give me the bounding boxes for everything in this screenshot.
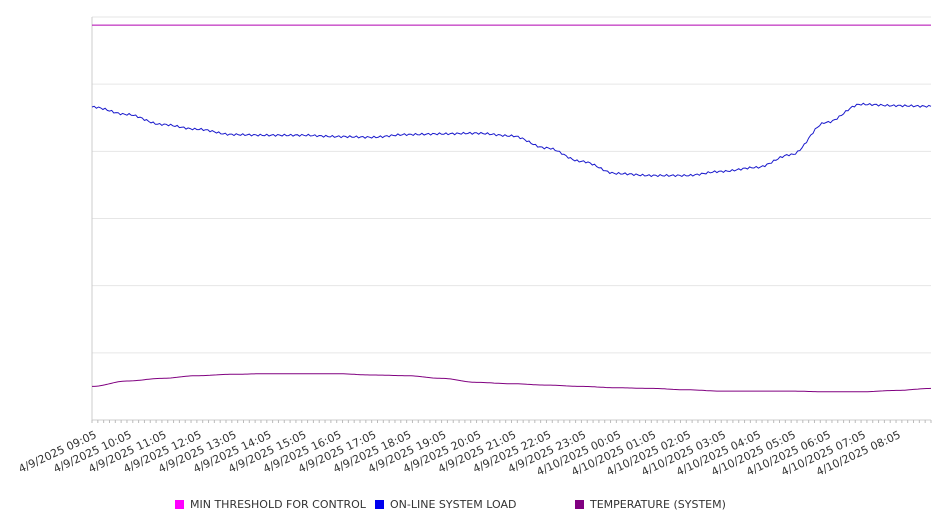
legend-item-temperature-system[interactable]: TEMPERATURE (SYSTEM) [575,498,726,511]
legend: MIN THRESHOLD FOR CONTROL ON-LINE SYSTEM… [0,498,946,514]
legend-item-min-threshold[interactable]: MIN THRESHOLD FOR CONTROL [175,498,366,511]
series-line-temperature-system [92,373,932,393]
series-line-online-system-load [91,102,932,178]
x-tick-labels: 4/9/2025 09:054/9/2025 10:054/9/2025 11:… [16,428,902,478]
legend-swatch-online-system-load [375,500,384,509]
axes [91,17,932,423]
legend-swatch-min-threshold [175,500,184,509]
series-lines [91,24,932,393]
gridlines [92,16,931,354]
legend-label-min-threshold: MIN THRESHOLD FOR CONTROL [190,498,366,511]
legend-swatch-temperature-system [575,500,584,509]
legend-item-online-system-load[interactable]: ON-LINE SYSTEM LOAD [375,498,516,511]
legend-label-online-system-load: ON-LINE SYSTEM LOAD [390,498,517,511]
legend-label-temperature-system: TEMPERATURE (SYSTEM) [590,498,726,511]
